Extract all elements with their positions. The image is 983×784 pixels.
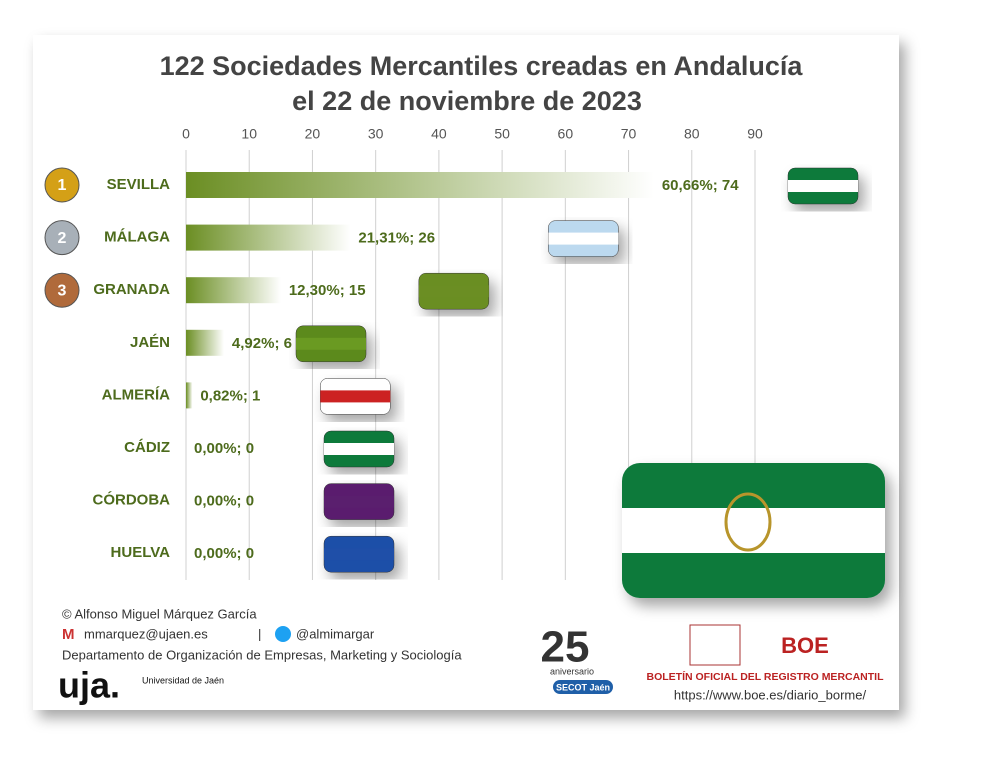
anniversary: 25 [541, 623, 590, 672]
value-label: 0,82%; 1 [200, 387, 260, 404]
medal [44, 167, 80, 203]
anniversary-text: aniversario [550, 666, 594, 676]
medal [44, 220, 80, 256]
email: mmarquez@ujaen.es [84, 626, 208, 641]
x-tick-label: 0 [182, 126, 190, 142]
separator: | [258, 626, 261, 641]
category-label: JAÉN [130, 334, 170, 351]
medal-number: 2 [58, 230, 67, 247]
mail-icon: M [62, 626, 75, 643]
value-label: 21,31%; 26 [358, 230, 435, 247]
category-label: SEVILLA [107, 176, 171, 193]
category-label: CÓRDOBA [93, 491, 171, 509]
x-tick-label: 10 [241, 126, 257, 142]
x-tick-label: 80 [684, 126, 700, 142]
boe-url: https://www.boe.es/diario_borme/ [674, 687, 867, 702]
value-label: 60,66%; 74 [662, 177, 739, 194]
value-label: 12,30%; 15 [289, 282, 366, 299]
category-label: GRANADA [93, 281, 170, 298]
twitter-icon [275, 626, 291, 642]
flag-band [548, 232, 619, 245]
uja-logo: uja. [58, 665, 120, 706]
value-label: 4,92%; 6 [232, 335, 292, 352]
flag-band [788, 180, 858, 192]
secot: SECOT Jaén [556, 682, 610, 692]
boe-title: BOLETÍN OFICIAL DEL REGISTRO MERCANTIL [646, 670, 884, 683]
value-label: 0,00%; 0 [194, 493, 254, 510]
x-tick-label: 20 [305, 126, 321, 142]
bar [186, 382, 193, 409]
secot-badge [553, 680, 613, 694]
x-tick-label: 90 [747, 126, 763, 142]
x-tick-label: 30 [368, 126, 384, 142]
andalucia-flag [622, 463, 885, 598]
flag-band [418, 285, 489, 298]
bar [186, 277, 281, 304]
x-tick-label: 70 [621, 126, 637, 142]
university: Universidad de Jaén [142, 675, 224, 685]
flag-band [320, 390, 391, 403]
x-tick-label: 40 [431, 126, 447, 142]
boe-logo: BOE [781, 633, 829, 658]
flag-band [324, 495, 394, 508]
x-tick-label: 60 [558, 126, 574, 142]
medal-number: 3 [58, 282, 67, 299]
category-label: ALMERÍA [102, 386, 170, 403]
flag-band [324, 443, 394, 455]
medal-number: 1 [58, 177, 67, 194]
chart-title: 122 Sociedades Mercantiles creadas en An… [160, 51, 804, 81]
bar [186, 224, 351, 251]
x-tick-label: 50 [494, 126, 510, 142]
category-label: CÁDIZ [124, 439, 170, 456]
author: © Alfonso Miguel Márquez García [62, 606, 257, 621]
department: Departamento de Organización de Empresas… [62, 647, 462, 662]
twitter: @almimargar [296, 626, 375, 641]
category-label: MÁLAGA [104, 229, 170, 246]
flag-band [324, 548, 394, 561]
building-logo [689, 624, 741, 666]
value-label: 0,00%; 0 [194, 440, 254, 457]
flag-band [296, 337, 366, 350]
medal [44, 272, 80, 308]
value-label: 0,00%; 0 [194, 545, 254, 562]
bar [186, 329, 224, 356]
category-label: HUELVA [111, 544, 171, 561]
bar [186, 172, 654, 198]
chart-title: el 22 de noviembre de 2023 [292, 86, 642, 116]
